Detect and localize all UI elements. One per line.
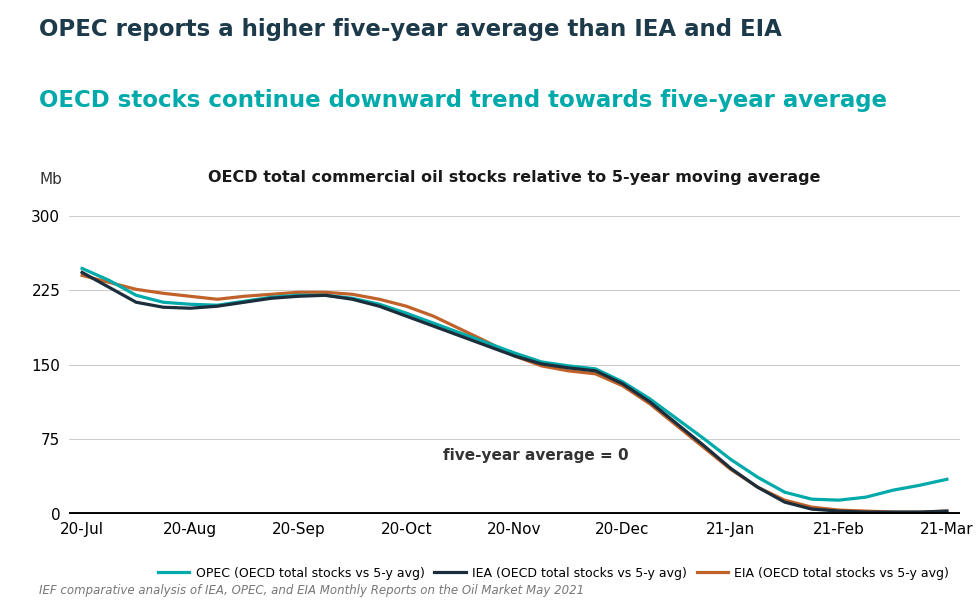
Title: OECD total commercial oil stocks relative to 5-year moving average: OECD total commercial oil stocks relativ… <box>208 170 820 185</box>
Text: OPEC reports a higher five-year average than IEA and EIA: OPEC reports a higher five-year average … <box>39 18 782 42</box>
Text: OECD stocks continue downward trend towards five-year average: OECD stocks continue downward trend towa… <box>39 89 887 112</box>
Text: Mb: Mb <box>39 171 62 187</box>
Text: IEF comparative analysis of IEA, OPEC, and EIA Monthly Reports on the Oil Market: IEF comparative analysis of IEA, OPEC, a… <box>39 584 584 597</box>
Legend: OPEC (OECD total stocks vs 5-y avg), IEA (OECD total stocks vs 5-y avg), EIA (OE: OPEC (OECD total stocks vs 5-y avg), IEA… <box>153 562 955 584</box>
Text: five-year average = 0: five-year average = 0 <box>443 448 629 463</box>
